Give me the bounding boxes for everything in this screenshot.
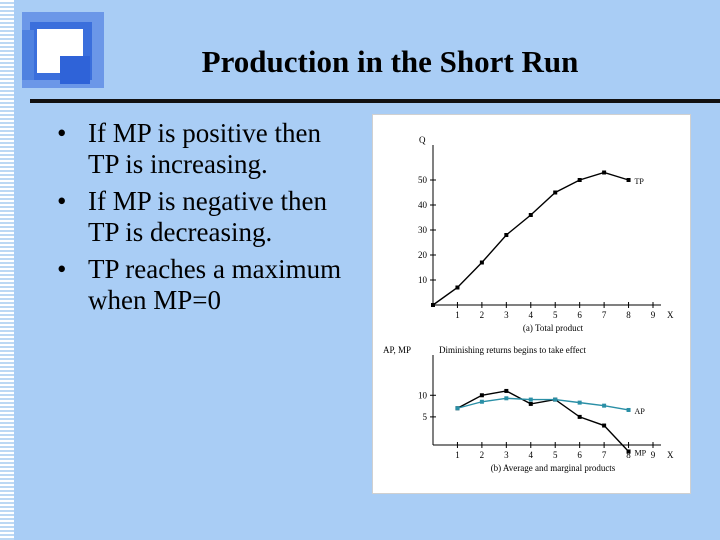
x-tick-label: 3 — [504, 310, 509, 320]
bullet-item: • If MP is positive then TP is increasing… — [54, 118, 354, 180]
x-tick-label: 1 — [455, 310, 460, 320]
logo-square-blue — [60, 56, 90, 84]
bullet-text: If MP is positive then TP is increasing. — [88, 118, 321, 179]
ap-point — [577, 400, 582, 405]
x-tick-label: 4 — [529, 310, 534, 320]
logo-squares — [22, 12, 104, 88]
mp-point — [479, 393, 484, 398]
tp-point — [528, 213, 533, 217]
x-tick-label: 7 — [602, 450, 607, 460]
x-axis-label: X — [667, 450, 674, 460]
chart-annotation: Diminishing returns begins to take effec… — [439, 345, 587, 355]
y-axis-label: AP, MP — [383, 345, 411, 355]
mp-point — [626, 449, 631, 454]
ap-point — [528, 397, 533, 402]
x-tick-label: 8 — [626, 310, 631, 320]
bullet-item: • TP reaches a maximum when MP=0 — [54, 254, 354, 316]
production-figure: Q X 1 2 3 4 5 6 7 8 9 10 20 30 40 50 TP (a) Total product… — [372, 114, 691, 494]
mp-point — [504, 388, 509, 393]
x-tick-label: 4 — [529, 450, 534, 460]
y-tick-label: 20 — [418, 250, 428, 260]
y-tick-label: 40 — [418, 200, 428, 210]
tp-line — [432, 171, 629, 306]
tp-point — [577, 178, 582, 182]
x-tick-label: 6 — [577, 450, 582, 460]
bullet-dot-icon: • — [57, 254, 67, 284]
mp-series-label: MP — [635, 448, 647, 457]
mp-point — [528, 401, 533, 406]
mp-point — [602, 423, 607, 428]
x-tick-label: 2 — [480, 450, 485, 460]
chart-caption: (b) Average and marginal products — [491, 463, 616, 473]
left-stripe-decoration — [0, 0, 14, 540]
x-tick-label: 7 — [602, 310, 607, 320]
bullet-dot-icon: • — [57, 118, 67, 148]
bullet-dot-icon: • — [57, 186, 67, 216]
tp-series-label: TP — [635, 177, 645, 186]
x-tick-label: 6 — [577, 310, 582, 320]
ap-point — [602, 403, 607, 408]
x-tick-label: 8 — [626, 450, 631, 460]
ap-point — [455, 406, 460, 411]
x-tick-label: 5 — [553, 450, 558, 460]
x-axis-label: X — [667, 310, 674, 320]
x-tick-label: 9 — [651, 450, 656, 460]
ap-series-label: AP — [635, 407, 646, 416]
x-tick-label: 1 — [455, 450, 460, 460]
average-marginal-product-chart: AP, MP X 1 2 3 4 5 6 7 8 9 5 10 MP AP (b) Average and m… — [383, 345, 674, 473]
y-tick-label: 10 — [418, 390, 428, 400]
ap-point — [479, 399, 484, 404]
y-tick-label: 10 — [418, 275, 428, 285]
title-divider — [30, 99, 720, 103]
tp-point — [626, 178, 631, 182]
tp-point — [455, 285, 460, 290]
tp-point — [553, 190, 558, 195]
ap-point — [553, 397, 558, 402]
tp-point — [504, 233, 509, 237]
ap-line — [457, 397, 629, 411]
chart-caption: (a) Total product — [523, 323, 584, 333]
tp-point — [479, 260, 484, 265]
bullet-text: If MP is negative then TP is decreasing. — [88, 186, 327, 247]
bullet-text: TP reaches a maximum when MP=0 — [88, 254, 342, 315]
mp-line — [457, 390, 630, 452]
tp-point — [602, 170, 607, 175]
bullet-item: • If MP is negative then TP is decreasing… — [54, 186, 354, 248]
x-tick-label: 3 — [504, 450, 509, 460]
x-tick-label: 5 — [553, 310, 558, 320]
mp-point — [577, 414, 582, 419]
total-product-chart: Q X 1 2 3 4 5 6 7 8 9 10 20 30 40 50 TP (a) Total product — [418, 135, 674, 333]
slide-title: Production in the Short Run — [201, 44, 579, 79]
tp-point — [431, 303, 435, 307]
y-axis-label: Q — [419, 135, 426, 145]
y-tick-label: 30 — [418, 225, 428, 235]
logo-square-left — [22, 30, 34, 80]
y-tick-label: 5 — [423, 412, 428, 422]
ap-point — [626, 407, 631, 412]
x-tick-label: 9 — [651, 310, 656, 320]
x-tick-label: 2 — [480, 310, 485, 320]
ap-point — [504, 396, 509, 401]
bullet-list: • If MP is positive then TP is increasing… — [54, 118, 354, 322]
y-tick-label: 50 — [418, 175, 428, 185]
